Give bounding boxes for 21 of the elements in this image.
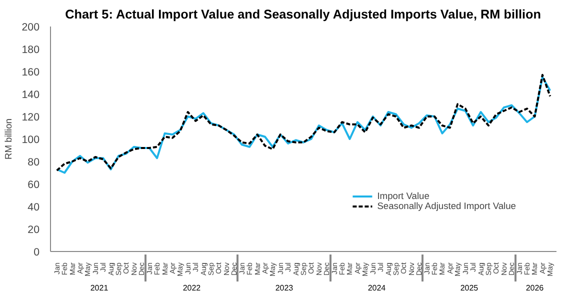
text: 2025 <box>460 283 479 292</box>
y-tick-label: 100 <box>22 134 40 146</box>
y-tick-label: 0 <box>34 246 40 258</box>
text: 2023 <box>275 283 294 292</box>
y-tick-label: 80 <box>28 156 40 168</box>
text: 2024 <box>368 283 386 292</box>
y-tick-label: 200 <box>22 22 40 34</box>
y-tick-label: 60 <box>28 179 40 191</box>
text: 2021 <box>90 283 109 292</box>
chart-title: Chart 5: Actual Import Value and Seasonally Adjusted Imports Value, RM billion <box>65 8 541 22</box>
y-tick-label: 160 <box>22 66 40 78</box>
y-tick-label: 40 <box>28 202 40 214</box>
y-axis-title: RM billion <box>4 118 14 160</box>
y-tick-label: 180 <box>22 44 40 56</box>
y-tick-label: 120 <box>22 112 40 124</box>
text: 2022 <box>182 283 202 292</box>
y-tick-label: 20 <box>28 224 40 236</box>
text: 2026 <box>526 283 544 292</box>
y-tick-label: 140 <box>22 89 40 101</box>
legend-label: Seasonally Adjusted Import Value <box>377 201 516 211</box>
legend-label: Import Value <box>377 191 430 201</box>
